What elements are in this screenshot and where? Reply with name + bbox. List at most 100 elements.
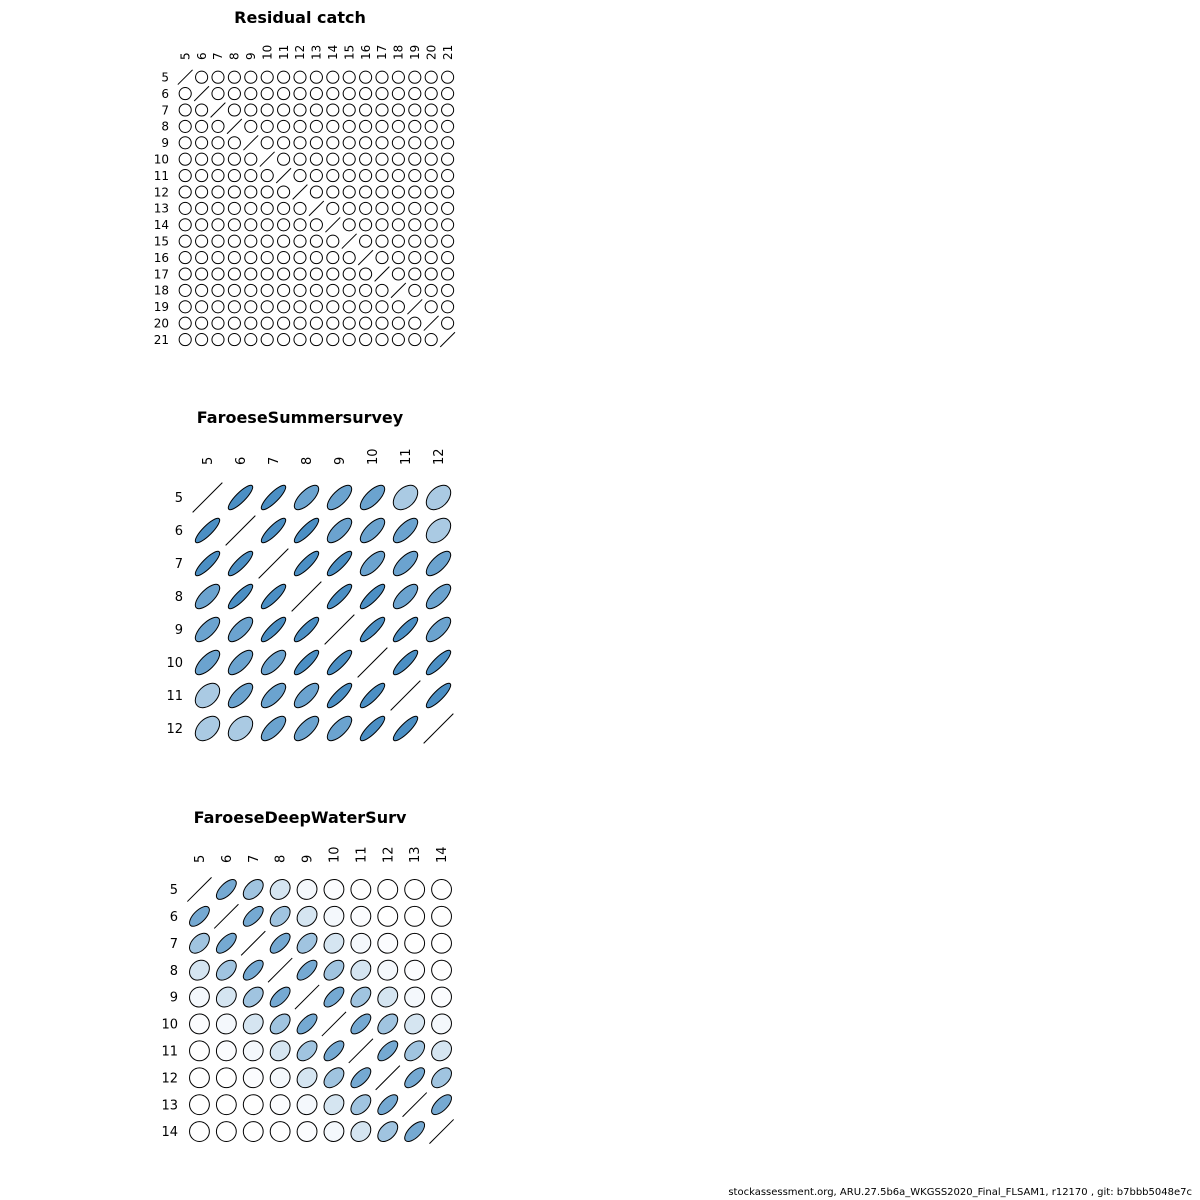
correlation-ellipse <box>293 333 307 347</box>
correlation-ellipse <box>242 959 264 981</box>
correlation-ellipse <box>277 316 291 330</box>
correlation-ellipse <box>342 300 356 314</box>
correlation-ellipse <box>244 185 258 199</box>
correlation-ellipse <box>178 119 192 133</box>
correlation-ellipse <box>441 70 455 84</box>
correlation-ellipse <box>408 103 422 117</box>
correlation-ellipse <box>227 218 241 232</box>
correlation-ellipse <box>391 87 405 101</box>
correlation-ellipse <box>293 169 307 183</box>
correlation-ellipse <box>260 119 274 133</box>
correlation-ellipse <box>227 583 254 610</box>
correlation-ellipse <box>404 986 426 1008</box>
correlation-ellipse <box>391 267 405 281</box>
row-tick-label: 20 <box>154 317 169 331</box>
correlation-ellipse <box>350 959 372 981</box>
correlation-ellipse <box>269 1067 291 1089</box>
correlation-ellipse <box>391 185 405 199</box>
col-tick-label: 14 <box>326 45 340 60</box>
correlation-ellipse <box>326 583 353 610</box>
correlation-ellipse <box>441 316 455 330</box>
correlation-ellipse <box>342 201 356 215</box>
row-tick-label: 6 <box>161 87 169 101</box>
panel-title: Residual catch <box>234 8 366 27</box>
correlation-ellipse <box>441 251 455 265</box>
correlation-ellipse <box>215 986 237 1008</box>
diagonal-mark <box>402 1092 428 1118</box>
diagonal-mark <box>192 482 223 513</box>
correlation-ellipse <box>431 1013 452 1035</box>
correlation-ellipse <box>392 484 419 511</box>
correlation-ellipse <box>359 550 386 577</box>
correlation-ellipse <box>215 1067 237 1089</box>
diagonal-mark <box>429 1119 455 1145</box>
correlation-ellipse <box>244 267 258 281</box>
correlation-ellipse <box>189 1040 210 1062</box>
correlation-ellipse <box>359 682 386 709</box>
correlation-ellipse <box>227 300 241 314</box>
diagonal-mark <box>259 151 275 167</box>
correlation-ellipse <box>326 119 340 133</box>
correlation-ellipse <box>227 333 241 347</box>
correlation-ellipse <box>296 1121 318 1142</box>
correlation-ellipse <box>227 649 254 676</box>
correlation-ellipse <box>178 267 192 281</box>
correlation-ellipse <box>211 234 225 248</box>
diagonal-mark <box>348 1038 374 1064</box>
correlation-ellipse <box>296 959 318 981</box>
correlation-ellipse <box>326 136 340 150</box>
diagonal-mark <box>177 69 193 85</box>
correlation-ellipse <box>244 300 258 314</box>
correlation-ellipse <box>323 879 345 900</box>
correlation-ellipse <box>391 316 405 330</box>
correlation-ellipse <box>260 649 287 676</box>
correlation-ellipse <box>211 185 225 199</box>
correlation-ellipse <box>309 136 323 150</box>
correlation-ellipse <box>404 932 426 954</box>
correlation-ellipse <box>424 218 438 232</box>
diagonal-mark <box>291 581 322 612</box>
corr-panel-2: FaroeseSummersurvey 5 6 7 8 9 10 11 12 5 6 7 8 9 10 11 1… <box>166 408 454 744</box>
correlation-ellipse <box>375 218 389 232</box>
correlation-ellipse <box>277 87 291 101</box>
correlation-ellipse <box>260 136 274 150</box>
correlation-ellipse <box>293 103 307 117</box>
correlation-ellipse <box>269 1040 291 1062</box>
col-tick-label: 8 <box>300 457 315 465</box>
correlation-ellipse <box>441 300 455 314</box>
correlation-ellipse <box>211 300 225 314</box>
correlation-ellipse <box>342 251 356 265</box>
diagonal-mark <box>213 903 239 929</box>
correlation-ellipse <box>391 169 405 183</box>
correlation-ellipse <box>293 550 320 577</box>
correlation-ellipse <box>277 103 291 117</box>
correlation-ellipse <box>277 300 291 314</box>
correlation-ellipse <box>408 333 422 347</box>
col-tick-label: 5 <box>201 457 216 465</box>
correlation-ellipse <box>227 103 241 117</box>
diagonal-mark <box>423 713 454 744</box>
correlation-ellipse <box>350 932 372 954</box>
correlation-ellipse <box>178 169 192 183</box>
correlation-ellipse <box>244 251 258 265</box>
correlation-ellipse <box>404 959 426 981</box>
correlation-ellipse <box>296 1040 318 1062</box>
correlation-ellipse <box>342 316 356 330</box>
correlation-ellipse <box>323 1067 345 1089</box>
correlation-ellipse <box>244 201 258 215</box>
diagonal-mark <box>186 876 212 902</box>
correlation-ellipse <box>189 1013 210 1035</box>
correlation-ellipse <box>342 267 356 281</box>
correlation-ellipse <box>293 136 307 150</box>
correlation-ellipse <box>375 333 389 347</box>
correlation-ellipse <box>211 283 225 297</box>
correlation-ellipse <box>215 1094 237 1116</box>
correlation-ellipse <box>277 152 291 166</box>
correlation-ellipse <box>293 300 307 314</box>
row-tick-label: 7 <box>175 557 183 572</box>
correlation-ellipse <box>326 201 340 215</box>
row-tick-label: 9 <box>170 991 178 1006</box>
correlation-ellipse <box>211 169 225 183</box>
correlation-ellipse <box>178 234 192 248</box>
correlation-ellipse <box>242 986 264 1008</box>
